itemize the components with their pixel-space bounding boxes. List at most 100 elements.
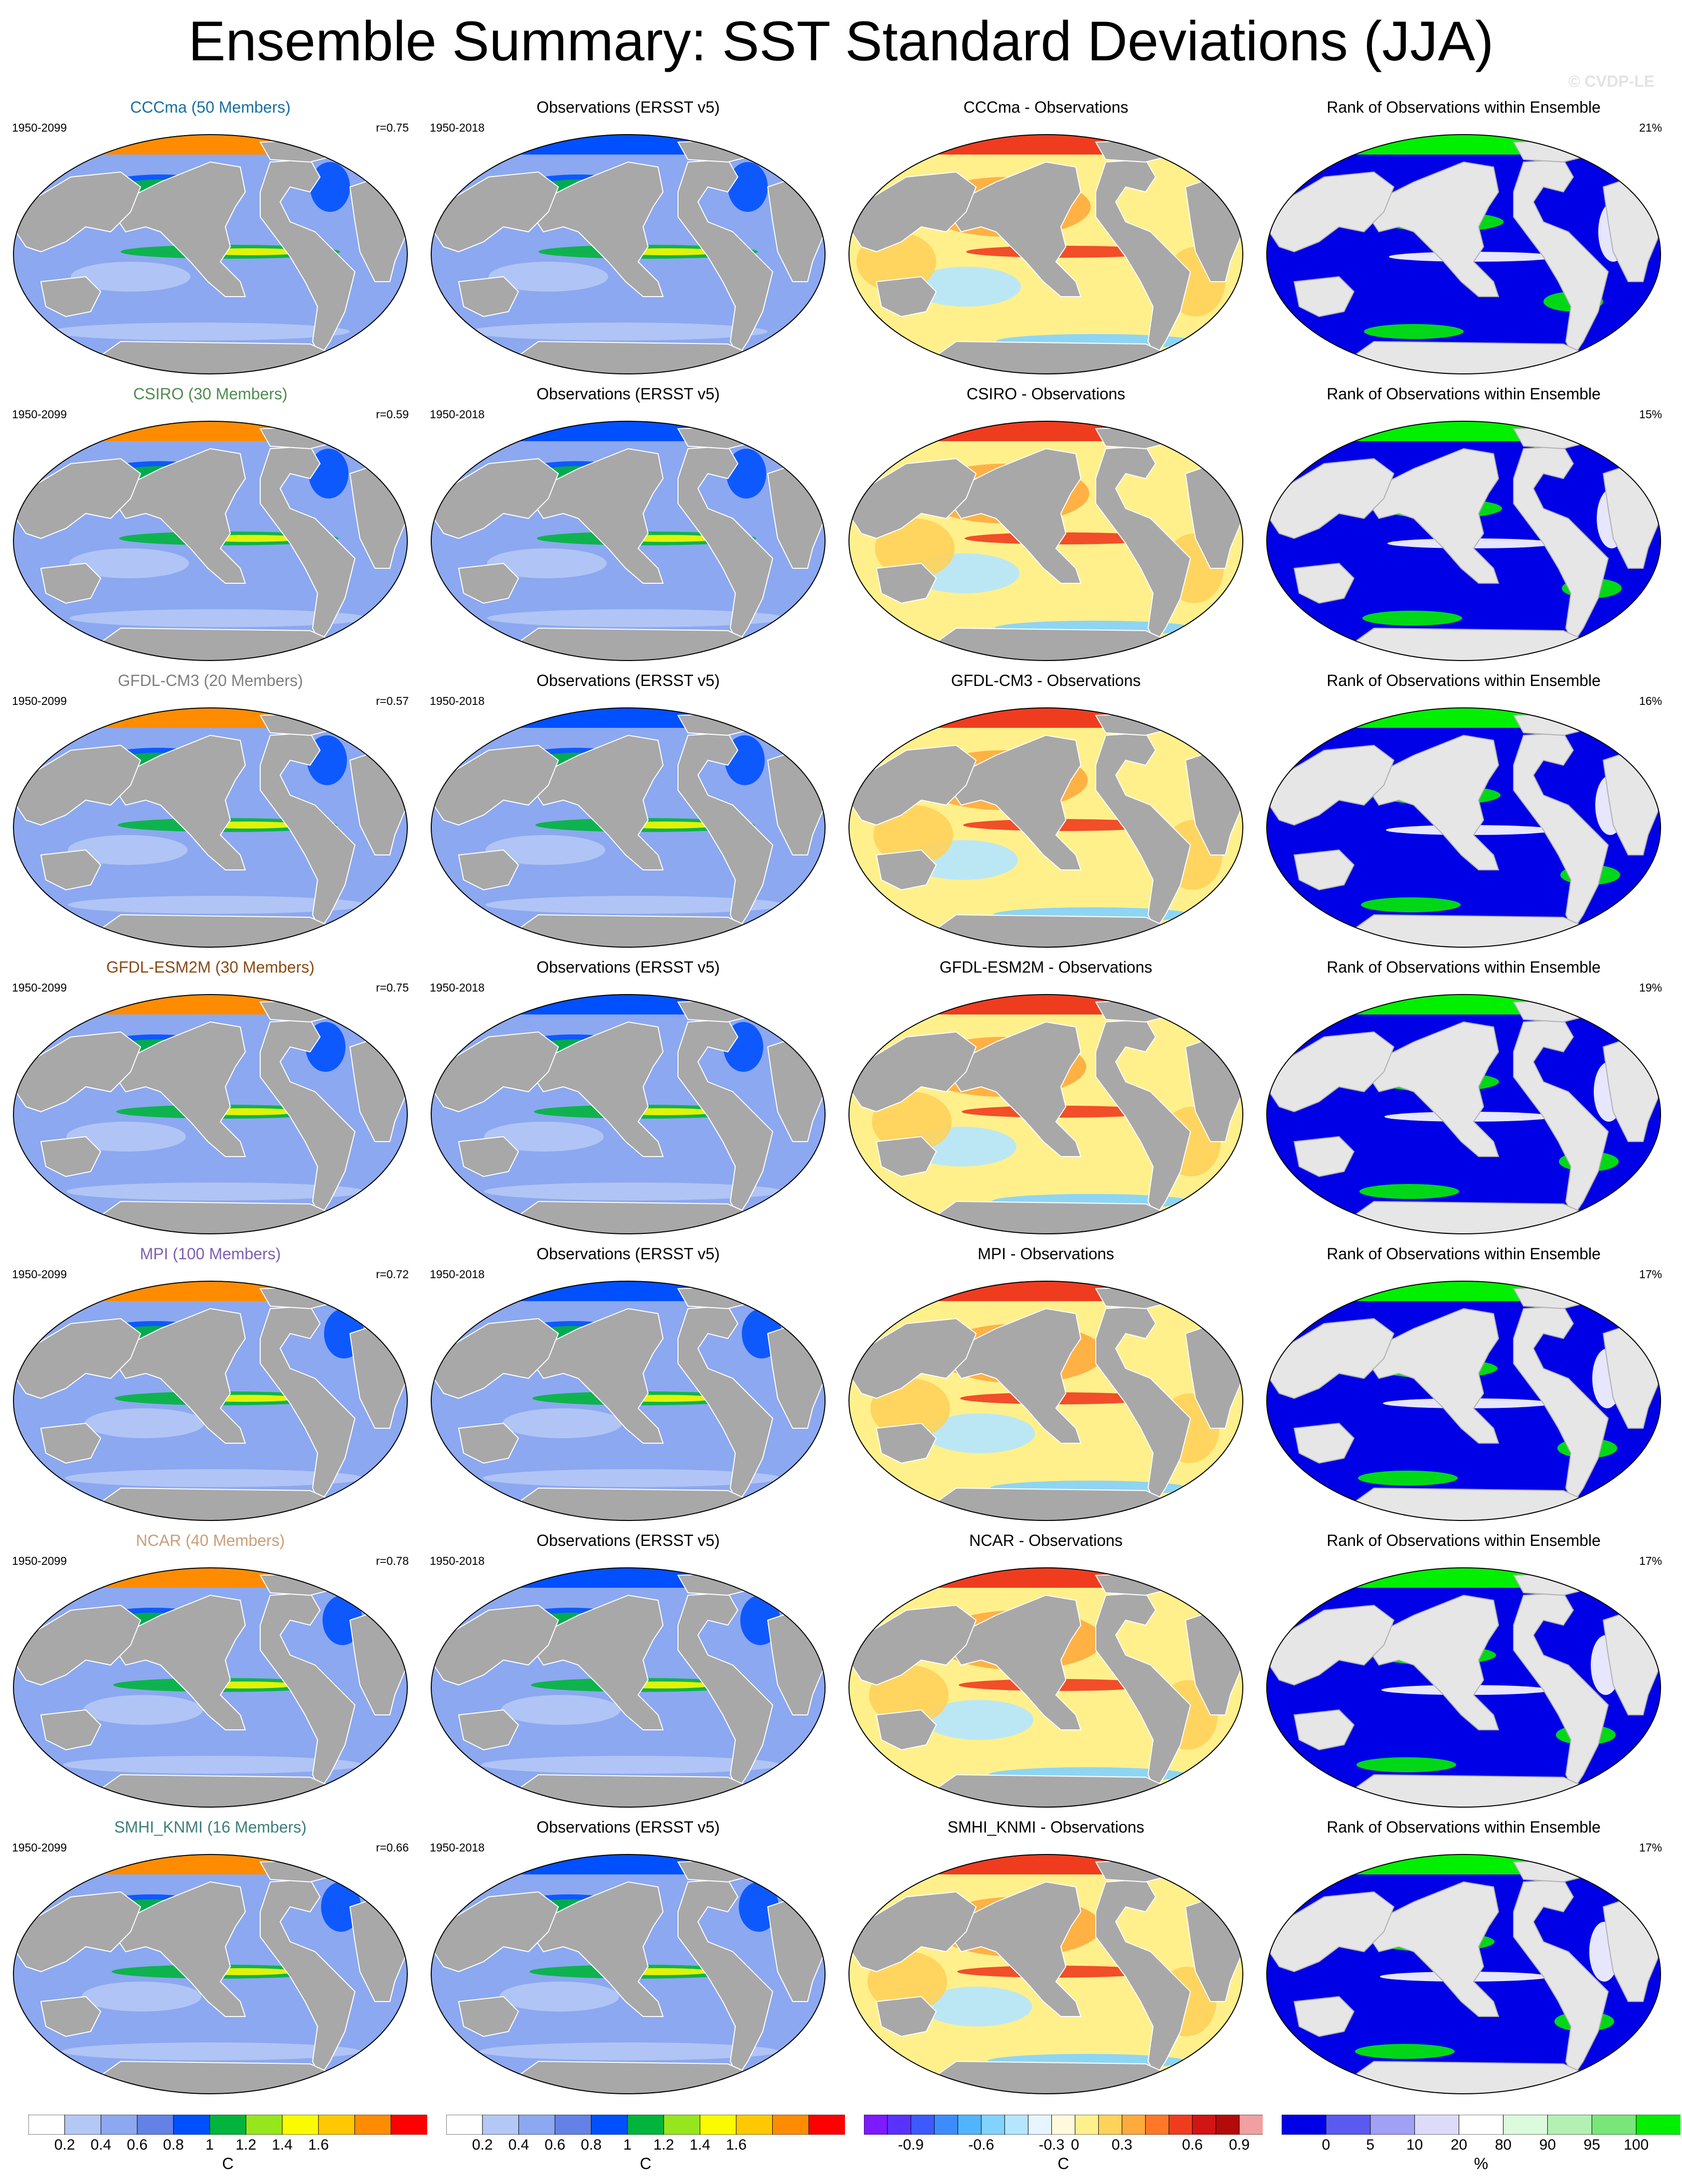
rank-percent: 17% [1639, 1841, 1662, 1854]
globe-map [13, 1854, 408, 2094]
globe-map [848, 134, 1243, 374]
period-label: 1950-2018 [430, 694, 485, 707]
colorbar-tick: 0.6 [544, 2137, 566, 2153]
colorbar-tick: 0.3 [1111, 2137, 1133, 2153]
globe-map [431, 1567, 826, 1808]
rank-percent: 17% [1639, 1554, 1662, 1567]
panel-title: CSIRO - Observations [966, 385, 1126, 403]
map-panel: CSIRO - Observations [841, 384, 1250, 663]
globe-map [848, 1854, 1243, 2094]
panel-title: SMHI_KNMI (16 Members) [114, 1818, 307, 1836]
rank-percent: 15% [1639, 408, 1662, 421]
colorbar-tick: 20 [1450, 2137, 1468, 2153]
globe-map [431, 1854, 826, 2094]
map-panel: GFDL-CM3 (20 Members) 1950-2099 r=0.57 [6, 671, 415, 950]
period-label: 1950-2099 [12, 121, 67, 134]
colorbar-swatches [864, 2115, 1263, 2135]
globe-map [431, 707, 826, 948]
period-label: 1950-2018 [430, 1554, 485, 1567]
globe-map [431, 421, 826, 661]
panel-title: GFDL-ESM2M - Observations [939, 958, 1153, 976]
globe-map [13, 134, 408, 374]
colorbar-tick: 0 [1071, 2137, 1079, 2153]
period-label: 1950-2099 [12, 408, 67, 421]
globe-map [1266, 1281, 1661, 1521]
rank-percent: 17% [1639, 1268, 1662, 1281]
map-panel: Rank of Observations within Ensemble 21% [1259, 97, 1668, 376]
panel-title: Rank of Observations within Ensemble [1327, 98, 1601, 116]
colorbar-swatches [28, 2115, 427, 2135]
map-panel: Rank of Observations within Ensemble 17% [1259, 1817, 1668, 2096]
colorbar-swatches [1282, 2115, 1681, 2135]
map-panel: SMHI_KNMI - Observations [841, 1817, 1250, 2096]
colorbar-tick: 0.9 [1229, 2137, 1250, 2153]
colorbar-tick: 0.6 [127, 2137, 148, 2153]
map-panel: MPI - Observations [841, 1244, 1250, 1523]
rank-percent: 21% [1639, 121, 1662, 134]
colorbar-tick: 0.4 [90, 2137, 112, 2153]
map-panel: Observations (ERSST v5) 1950-2018 [424, 97, 833, 376]
map-panel: CCCma - Observations [841, 97, 1250, 376]
globe-map [848, 707, 1243, 948]
panel-title: MPI (100 Members) [140, 1245, 281, 1263]
map-panel: SMHI_KNMI (16 Members) 1950-2099 r=0.66 [6, 1817, 415, 2096]
pattern-correlation: r=0.75 [376, 981, 409, 994]
map-panel: NCAR (40 Members) 1950-2099 r=0.78 [6, 1530, 415, 1810]
map-panel: NCAR - Observations [841, 1530, 1250, 1810]
globe-map [13, 994, 408, 1234]
colorbar-unit: C [1057, 2155, 1069, 2173]
map-panel: Rank of Observations within Ensemble 15% [1259, 384, 1668, 663]
period-label: 1950-2099 [12, 1554, 67, 1567]
map-panel: GFDL-ESM2M - Observations [841, 957, 1250, 1236]
colorbar-tick: 0.2 [54, 2137, 75, 2153]
panel-title: Rank of Observations within Ensemble [1327, 1818, 1601, 1836]
colorbar-tick: 90 [1539, 2137, 1556, 2153]
pattern-correlation: r=0.66 [376, 1841, 409, 1854]
colorbar-tick: 95 [1583, 2137, 1600, 2153]
colorbar-tick: 100 [1624, 2137, 1649, 2153]
map-panel: Rank of Observations within Ensemble 16% [1259, 671, 1668, 950]
rank-percent: 19% [1639, 981, 1662, 994]
period-label: 1950-2018 [430, 1841, 485, 1854]
rank-percent: 16% [1639, 694, 1662, 707]
map-panel: Observations (ERSST v5) 1950-2018 [424, 671, 833, 950]
colorbar-tick: 1.4 [689, 2137, 710, 2153]
colorbar-tick: 1.2 [653, 2137, 674, 2153]
map-panel: Rank of Observations within Ensemble 17% [1259, 1530, 1668, 1810]
pattern-correlation: r=0.57 [376, 694, 409, 707]
panel-title: Rank of Observations within Ensemble [1327, 385, 1601, 403]
map-panel: Observations (ERSST v5) 1950-2018 [424, 1817, 833, 2096]
map-panel: MPI (100 Members) 1950-2099 r=0.72 [6, 1244, 415, 1523]
globe-map [13, 1281, 408, 1521]
panel-title: Observations (ERSST v5) [536, 1245, 720, 1263]
globe-map [13, 707, 408, 948]
colorbar-tick: 1.6 [308, 2137, 329, 2153]
panel-title: Observations (ERSST v5) [536, 958, 720, 976]
colorbar-tick: 1 [623, 2137, 632, 2153]
map-panel: GFDL-CM3 - Observations [841, 671, 1250, 950]
panel-title: Observations (ERSST v5) [536, 672, 720, 689]
colorbar-unit: C [640, 2155, 652, 2173]
map-panel: Observations (ERSST v5) 1950-2018 [424, 384, 833, 663]
globe-map [848, 1281, 1243, 1521]
panel-title: Observations (ERSST v5) [536, 1818, 720, 1836]
colorbar-sd-model: 0.2 0.4 0.6 0.8 1 1.2 1.4 1.6 C [28, 2115, 427, 2175]
colorbar-tick: 1.2 [235, 2137, 257, 2153]
pattern-correlation: r=0.72 [376, 1268, 409, 1281]
page-title: Ensemble Summary: SST Standard Deviation… [188, 10, 1494, 72]
colorbar-unit: C [222, 2155, 234, 2173]
panel-title: Rank of Observations within Ensemble [1327, 1531, 1601, 1549]
panel-title: GFDL-ESM2M (30 Members) [106, 958, 315, 976]
globe-map [848, 994, 1243, 1234]
colorbar-tick: 0.2 [472, 2137, 493, 2153]
globe-map [13, 421, 408, 661]
globe-map [1266, 134, 1661, 374]
panel-title: CCCma - Observations [963, 98, 1129, 116]
watermark: © CVDP-LE [1568, 72, 1655, 90]
colorbar-tick: 0 [1322, 2137, 1331, 2153]
globe-map [431, 134, 826, 374]
globe-map [1266, 994, 1661, 1234]
period-label: 1950-2099 [12, 981, 67, 994]
colorbar-sd-obs: 0.2 0.4 0.6 0.8 1 1.2 1.4 1.6 C [446, 2115, 845, 2175]
colorbar-tick: 80 [1495, 2137, 1512, 2153]
